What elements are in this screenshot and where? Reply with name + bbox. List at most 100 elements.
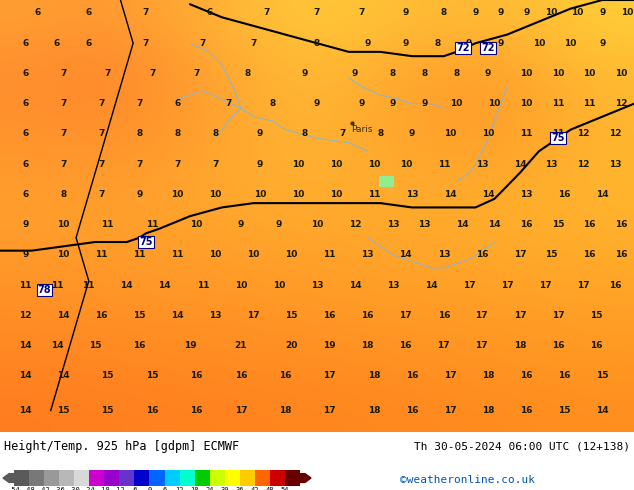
Text: 10: 10 — [235, 281, 247, 290]
Text: 9: 9 — [22, 250, 29, 260]
Text: 8: 8 — [244, 69, 250, 78]
Text: 18: 18 — [368, 406, 380, 415]
Text: 10: 10 — [171, 190, 184, 199]
Text: 72: 72 — [481, 43, 495, 52]
Text: 10: 10 — [368, 160, 380, 169]
Text: 42: 42 — [250, 487, 259, 490]
Text: 6: 6 — [206, 8, 212, 18]
Text: 24: 24 — [205, 487, 214, 490]
Text: 6: 6 — [22, 190, 29, 199]
Text: 11: 11 — [323, 250, 336, 260]
Text: 16: 16 — [609, 281, 621, 290]
Text: 13: 13 — [437, 250, 450, 260]
Text: 10: 10 — [247, 250, 260, 260]
Text: 18: 18 — [190, 487, 199, 490]
Text: Paris: Paris — [351, 125, 372, 134]
Text: 7: 7 — [314, 8, 320, 18]
Text: 12: 12 — [615, 99, 628, 108]
Text: 0: 0 — [147, 487, 152, 490]
Text: 14: 14 — [514, 160, 526, 169]
Text: 16: 16 — [558, 371, 571, 381]
Text: 8: 8 — [136, 129, 143, 139]
Text: 10: 10 — [330, 190, 342, 199]
Text: 7: 7 — [143, 8, 149, 18]
Text: 14: 14 — [57, 371, 70, 381]
Bar — [29, 470, 44, 486]
Bar — [240, 470, 255, 486]
Text: 7: 7 — [136, 160, 143, 169]
Text: 17: 17 — [501, 281, 514, 290]
Text: 9: 9 — [403, 8, 409, 18]
Text: 75: 75 — [551, 133, 565, 143]
Text: 11: 11 — [82, 281, 95, 290]
Text: 9: 9 — [301, 69, 307, 78]
Text: 17: 17 — [444, 406, 456, 415]
Text: 6: 6 — [174, 99, 181, 108]
Text: -30: -30 — [68, 487, 81, 490]
Text: 7: 7 — [212, 160, 219, 169]
Text: 16: 16 — [133, 341, 146, 350]
Text: 9: 9 — [409, 129, 415, 139]
Text: 17: 17 — [235, 406, 247, 415]
Text: 14: 14 — [425, 281, 437, 290]
Text: 16: 16 — [615, 220, 628, 229]
Text: 16: 16 — [520, 406, 533, 415]
Text: 14: 14 — [482, 190, 495, 199]
Text: 36: 36 — [236, 487, 244, 490]
Text: 7: 7 — [98, 190, 105, 199]
Bar — [89, 470, 105, 486]
Text: 11: 11 — [101, 220, 114, 229]
Text: 72: 72 — [456, 43, 470, 52]
Text: 7: 7 — [174, 160, 181, 169]
Text: -18: -18 — [98, 487, 111, 490]
Text: 17: 17 — [247, 311, 260, 320]
Text: -42: -42 — [38, 487, 51, 490]
Text: 16: 16 — [476, 250, 488, 260]
Text: 17: 17 — [323, 406, 336, 415]
Text: 17: 17 — [577, 281, 590, 290]
Text: 10: 10 — [444, 129, 456, 139]
Text: 17: 17 — [552, 311, 564, 320]
Text: 9: 9 — [257, 129, 263, 139]
Text: 7: 7 — [98, 99, 105, 108]
Bar — [224, 470, 240, 486]
Text: 11: 11 — [583, 99, 596, 108]
Text: 6: 6 — [162, 487, 167, 490]
FancyArrow shape — [3, 474, 14, 483]
Bar — [165, 470, 179, 486]
Text: 13: 13 — [418, 220, 431, 229]
Text: 9: 9 — [276, 220, 282, 229]
Text: 20: 20 — [285, 341, 298, 350]
Text: 6: 6 — [22, 99, 29, 108]
Text: 14: 14 — [444, 190, 456, 199]
Text: 15: 15 — [89, 341, 101, 350]
Text: 10: 10 — [273, 281, 285, 290]
Text: 10: 10 — [190, 220, 203, 229]
Text: 9: 9 — [599, 8, 605, 18]
Text: 17: 17 — [514, 311, 526, 320]
Text: 7: 7 — [193, 69, 200, 78]
Text: 16: 16 — [590, 341, 602, 350]
Text: 10: 10 — [311, 220, 323, 229]
Text: 14: 14 — [19, 371, 32, 381]
Text: 17: 17 — [399, 311, 412, 320]
Text: 19: 19 — [323, 341, 336, 350]
Text: Th 30-05-2024 06:00 UTC (12+138): Th 30-05-2024 06:00 UTC (12+138) — [414, 441, 630, 451]
Bar — [119, 470, 134, 486]
Text: 14: 14 — [158, 281, 171, 290]
Text: 14: 14 — [596, 406, 609, 415]
Text: 6: 6 — [22, 39, 29, 48]
Text: 9: 9 — [485, 69, 491, 78]
Text: 9: 9 — [472, 8, 479, 18]
Text: 16: 16 — [520, 220, 533, 229]
Text: 14: 14 — [399, 250, 412, 260]
Text: 11: 11 — [437, 160, 450, 169]
Text: 16: 16 — [190, 406, 203, 415]
Text: 11: 11 — [552, 99, 564, 108]
Text: 6: 6 — [86, 39, 92, 48]
Text: 8: 8 — [434, 39, 441, 48]
Text: 14: 14 — [57, 311, 70, 320]
Text: 9: 9 — [257, 160, 263, 169]
Text: 11: 11 — [51, 281, 63, 290]
Text: 10: 10 — [292, 190, 304, 199]
